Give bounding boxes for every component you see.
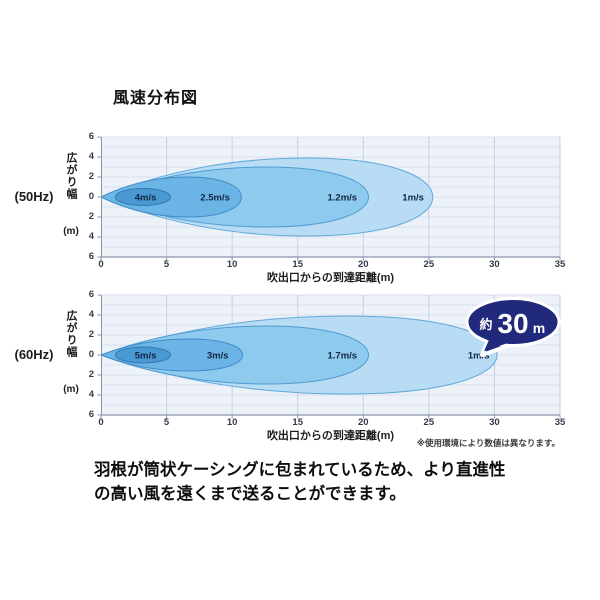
y-tick-label: 4 xyxy=(88,231,94,242)
y-tick-label: 0 xyxy=(88,191,94,202)
x-tick-label: 15 xyxy=(292,259,303,270)
y-axis-unit-60hz: (m) xyxy=(63,384,79,395)
x-tick-label: 5 xyxy=(163,259,170,270)
x-axis-title-60hz: 吹出口からの到達距離(m) xyxy=(266,430,395,442)
badge-bubble xyxy=(465,297,561,347)
y-tick-label: 4 xyxy=(88,389,94,400)
y-tick-label: 6 xyxy=(88,131,94,142)
x-tick-label: 30 xyxy=(489,259,500,270)
wind-speed-label: 5m/s xyxy=(135,351,157,362)
x-tick-label: 0 xyxy=(98,417,104,428)
x-tick-label: 5 xyxy=(163,417,170,428)
x-tick-label: 30 xyxy=(489,417,500,428)
wind-speed-label: 3m/s xyxy=(207,351,229,362)
x-ticks-60hz: 0 5 10 15 20 25 30 35 xyxy=(98,417,565,429)
freq-label-50hz: (50Hz) xyxy=(14,189,54,204)
wind-speed-label: 1.7m/s xyxy=(328,351,358,362)
x-tick-label: 15 xyxy=(292,417,303,428)
y-tick-label: 4 xyxy=(88,151,94,162)
y-ticks-50hz: 6 4 2 0 2 4 6 xyxy=(76,131,96,262)
caption-line-1: 羽根が筒状ケーシングに包まれているため、より直進性 xyxy=(94,461,506,479)
x-tick-label: 20 xyxy=(357,259,369,270)
wind-zone-5m/s xyxy=(114,346,172,364)
y-tick-label: 6 xyxy=(88,289,94,300)
x-tick-label: 0 xyxy=(98,259,104,270)
x-ticks-50hz: 0 5 10 15 20 25 30 35 xyxy=(98,259,565,271)
y-tick-label: 6 xyxy=(88,409,94,420)
y-tick-label: 6 xyxy=(88,251,94,262)
y-tick-label: 2 xyxy=(88,369,94,380)
page-title: 風速分布図 xyxy=(113,90,199,107)
wind-speed-label: 1.2m/s xyxy=(328,193,358,204)
wind-speed-label: 4m/s xyxy=(135,193,157,204)
badge-tail-fill xyxy=(484,331,517,351)
y-tick-label: 2 xyxy=(88,329,94,340)
plot-50hz: 1m/s 1.2m/s 2.5m/s 4m/s xyxy=(97,136,561,261)
x-tick-label: 35 xyxy=(554,259,566,270)
y-axis-label-50hz: 広がり幅 xyxy=(65,152,77,200)
badge-value: 30 xyxy=(497,308,528,339)
x-axis-title-50hz: 吹出口からの到達距離(m) xyxy=(266,272,395,284)
y-tick-label: 2 xyxy=(88,171,94,182)
caption: 羽根が筒状ケーシングに包まれているため、より直進性 の高い風を遠くまで送ることが… xyxy=(94,458,554,506)
wind-zone-2.5m/s xyxy=(99,176,242,218)
y-tick-label: 4 xyxy=(88,309,94,320)
x-tick-label: 10 xyxy=(226,259,238,270)
x-tick-label: 20 xyxy=(357,417,369,428)
plot-60hz: 1m/s 1.7m/s 3m/s 5m/s 約 30 m xyxy=(97,294,561,419)
caption-line-2: の高い風を遠くまで送ることができます。 xyxy=(94,485,406,503)
disclaimer-note: ※使用環境により数値は異なります。 xyxy=(416,438,560,448)
y-axis-unit-50hz: (m) xyxy=(63,226,79,237)
wind-speed-label: 1m/s xyxy=(468,351,490,362)
badge-unit: m xyxy=(533,320,545,336)
y-axis-label-60hz: 広がり幅 xyxy=(65,310,77,358)
x-tick-label: 25 xyxy=(423,417,435,428)
badge-prefix: 約 xyxy=(479,317,492,332)
y-tick-label: 0 xyxy=(88,349,94,360)
y-tick-label: 2 xyxy=(88,211,94,222)
wind-speed-label: 2.5m/s xyxy=(200,193,230,204)
x-tick-label: 25 xyxy=(423,259,435,270)
wind-speed-label: 1m/s xyxy=(402,193,424,204)
reach-badge: 約 30 m xyxy=(465,297,561,357)
freq-label-60hz: (60Hz) xyxy=(14,347,54,362)
wind-zone-4m/s xyxy=(114,188,172,206)
y-ticks-60hz: 6 4 2 0 2 4 6 xyxy=(76,289,96,420)
x-tick-label: 35 xyxy=(554,417,566,428)
x-tick-label: 10 xyxy=(226,417,238,428)
